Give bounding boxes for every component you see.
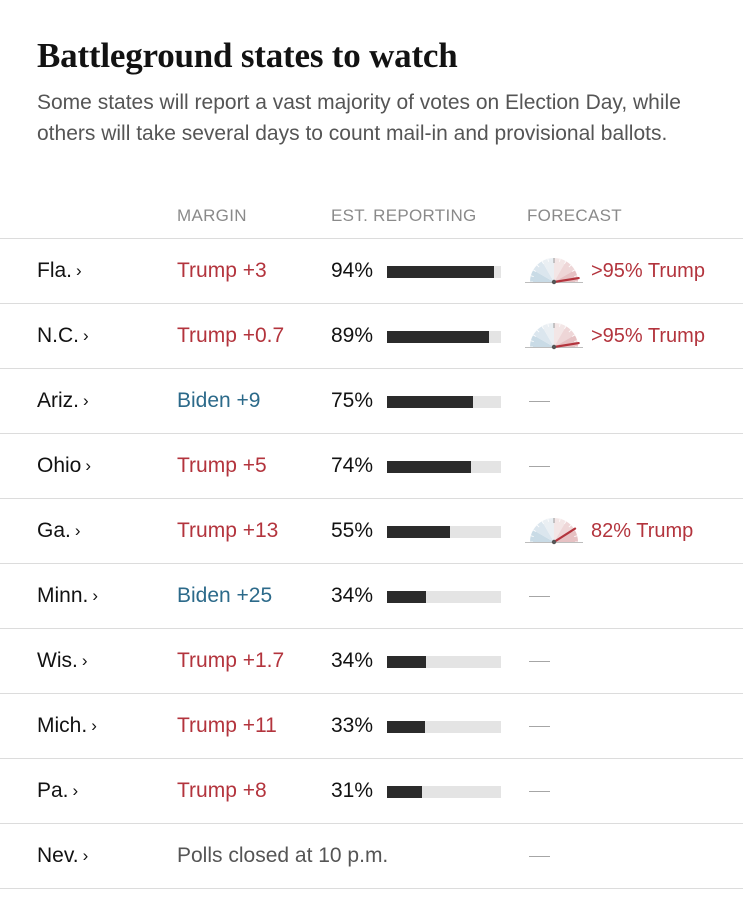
table-row: Ohio › Trump +5 74% [0,433,743,498]
margin-value: Trump +13 [177,519,279,542]
state-name: Wis. [37,649,78,672]
forecast-unavailable-dash [529,726,550,727]
column-header-forecast: FORECAST [527,206,622,225]
margin-value: Trump +8 [177,779,267,802]
reporting-bar [387,721,501,733]
state-link[interactable]: Wis. › [37,648,88,675]
chevron-right-icon: › [83,326,89,345]
reporting-bar-fill [387,526,450,538]
margin-value: Trump +1.7 [177,649,285,672]
reporting-percent: 34% [331,584,374,607]
forecast-unavailable-dash [529,856,550,857]
margin-value: Trump +0.7 [177,324,285,347]
state-link[interactable]: Ariz. › [37,388,89,415]
state-name: Ariz. [37,389,79,412]
state-link[interactable]: N.C. › [37,323,89,350]
state-name: Minn. [37,584,89,607]
column-header-margin: MARGIN [177,206,247,225]
reporting-bar-fill [387,786,423,798]
gauge-needle [552,527,577,544]
reporting-bar [387,461,501,473]
table-row: Nev. › Polls closed at 10 p.m. [0,823,743,889]
chevron-right-icon: › [92,586,99,605]
reporting-bar-fill [387,396,473,408]
reporting-bar-fill [387,331,489,343]
reporting-bar-fill [387,461,472,473]
reporting-percent: 75% [331,389,374,412]
state-name: Nev. [37,844,79,867]
forecast-unavailable-dash [529,401,550,402]
page-subtitle: Some states will report a vast majority … [37,91,681,145]
reporting-percent: 74% [331,454,374,477]
reporting-percent: 94% [331,259,374,282]
gauge-needle [552,276,580,284]
reporting-bar [387,591,501,603]
chevron-right-icon: › [91,716,97,735]
margin-value: Trump +3 [177,259,267,282]
reporting-percent: 33% [331,714,374,737]
reporting-bar [387,656,501,668]
reporting-percent: 34% [331,649,374,672]
chevron-right-icon: › [81,651,88,670]
forecast-unavailable-dash [529,466,550,467]
table-row: Ariz. › Biden +9 75% [0,368,743,433]
reporting-bar [387,266,501,278]
chevron-right-icon: › [82,846,89,865]
margin-value: Biden +25 [177,584,273,607]
margin-value: Trump +11 [177,714,277,737]
state-link[interactable]: Ohio › [37,453,91,480]
gauge-needle [552,341,580,349]
forecast-label: 82% Trump [591,520,694,542]
state-name: Ga. [37,519,71,542]
reporting-bar [387,786,501,798]
gauge-icon [525,518,583,545]
state-name: Pa. [37,779,69,802]
forecast-label: >95% Trump [591,325,705,347]
reporting-bar-fill [387,656,426,668]
table-row: Ga. › Trump +13 55% 82% Trump [0,498,743,563]
gauge-icon [525,323,583,350]
forecast-unavailable-dash [529,661,550,662]
reporting-bar [387,331,501,343]
chevron-right-icon: › [85,456,92,475]
state-link[interactable]: Ga. › [37,518,81,545]
table-row: Pa. › Trump +8 31% [0,758,743,823]
gauge-icon [525,258,583,285]
state-name: Ohio [37,454,82,477]
forecast-unavailable-dash [529,596,550,597]
table-row: Minn. › Biden +25 34% [0,563,743,628]
margin-value: Biden +9 [177,389,261,412]
reporting-percent: 89% [331,324,374,347]
state-link[interactable]: Pa. › [37,778,78,805]
chevron-right-icon: › [72,781,79,800]
table-row: Fla. › Trump +3 94% >95% Trump [0,238,743,303]
reporting-bar-fill [387,266,495,278]
state-link[interactable]: Minn. › [37,583,98,610]
state-name: N.C. [37,324,79,347]
column-header-reporting: EST. REPORTING [331,206,477,225]
reporting-percent: 31% [331,779,374,802]
state-name: Fla. [37,259,73,282]
status-note: Polls closed at 10 p.m. [177,844,389,867]
reporting-bar [387,396,501,408]
page-title: Battleground states to watch [37,36,458,75]
reporting-bar-fill [387,591,426,603]
chevron-right-icon: › [76,261,82,280]
reporting-bar-fill [387,721,425,733]
margin-value: Trump +5 [177,454,267,477]
table-row: Mich. › Trump +11 33% [0,693,743,758]
state-link[interactable]: Nev. › [37,843,88,870]
chevron-right-icon: › [83,391,89,410]
forecast-label: >95% Trump [591,260,705,282]
chevron-right-icon: › [74,521,81,540]
state-link[interactable]: Mich. › [37,713,97,740]
state-link[interactable]: Fla. › [37,258,82,285]
reporting-bar [387,526,501,538]
table-row: N.C. › Trump +0.7 89% >95% Trump [0,303,743,368]
forecast-unavailable-dash [529,791,550,792]
results-table: Fla. › Trump +3 94% >95% Trump N.C. › Trump +0.… [0,238,743,889]
reporting-percent: 55% [331,519,374,542]
table-row: Wis. › Trump +1.7 34% [0,628,743,693]
state-name: Mich. [37,714,88,737]
